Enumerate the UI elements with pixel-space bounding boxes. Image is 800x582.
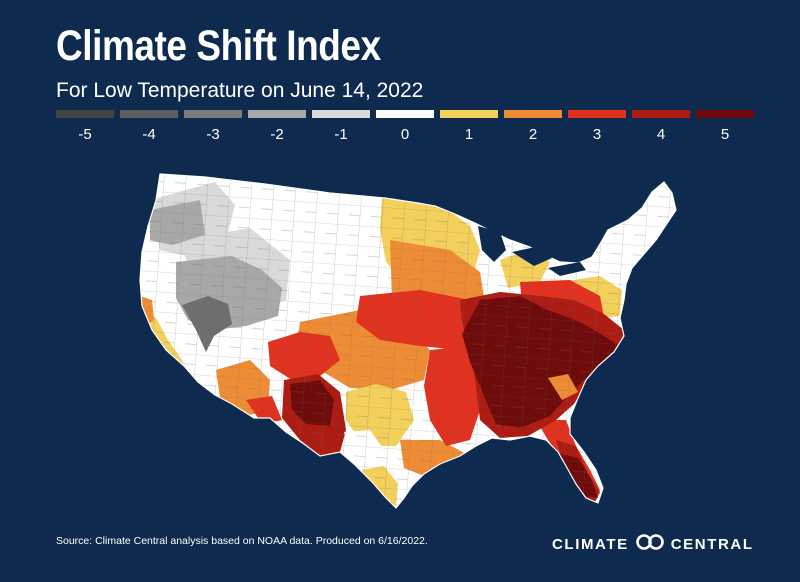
county-borders bbox=[140, 174, 676, 508]
legend-label: -5 bbox=[78, 126, 92, 143]
legend-label: 1 bbox=[464, 126, 474, 143]
legend-swatch bbox=[120, 110, 178, 118]
legend-label: -3 bbox=[206, 126, 220, 143]
lake-michigan bbox=[478, 226, 506, 262]
page-subtitle: For Low Temperature on June 14, 2022 bbox=[56, 79, 424, 102]
brand: CLIMATE CENTRAL bbox=[552, 534, 754, 554]
legend-swatch bbox=[632, 110, 690, 118]
legend-label: 4 bbox=[656, 126, 666, 143]
legend-swatch bbox=[504, 110, 562, 118]
climate-central-logo-icon bbox=[635, 534, 665, 554]
legend-swatch bbox=[248, 110, 306, 118]
legend-swatch bbox=[696, 110, 754, 118]
legend: -5 -4 -3 -2 -1 0 1 2 3 4 5 bbox=[56, 110, 756, 150]
legend-swatch bbox=[184, 110, 242, 118]
lake-erie bbox=[548, 262, 586, 276]
brand-left: CLIMATE bbox=[552, 535, 629, 553]
us-outline bbox=[139, 173, 677, 509]
legend-label: -4 bbox=[142, 126, 156, 143]
legend-label: 3 bbox=[592, 126, 602, 143]
legend-label: -2 bbox=[270, 126, 284, 143]
legend-swatch bbox=[312, 110, 370, 118]
legend-label: 0 bbox=[400, 126, 410, 143]
page-title: Climate Shift Index bbox=[56, 22, 381, 70]
legend-swatch bbox=[568, 110, 626, 118]
brand-right: CENTRAL bbox=[670, 535, 754, 553]
source-note: Source: Climate Central analysis based o… bbox=[56, 535, 428, 547]
lake-huron bbox=[512, 246, 552, 266]
legend-swatch bbox=[440, 110, 498, 118]
legend-swatch bbox=[56, 110, 114, 118]
legend-label: 5 bbox=[720, 126, 730, 143]
legend-swatch bbox=[376, 110, 434, 118]
legend-label: -1 bbox=[334, 126, 348, 143]
legend-label: 2 bbox=[528, 126, 538, 143]
